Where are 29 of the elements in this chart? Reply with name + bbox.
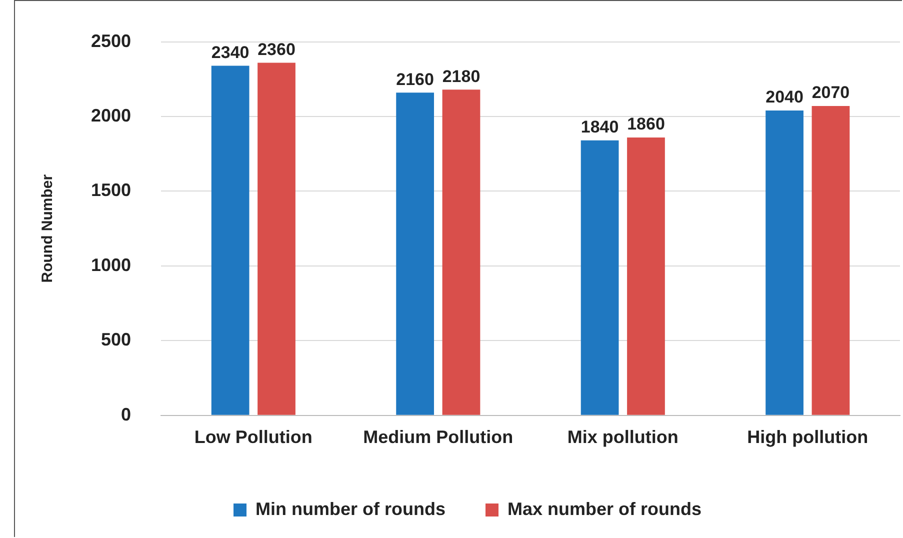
y-tick-label: 1500	[90, 180, 132, 200]
bar	[396, 92, 434, 415]
data-label: 2340	[211, 42, 250, 62]
bar	[766, 110, 804, 415]
bar	[627, 137, 665, 415]
bar	[258, 62, 296, 415]
bar	[442, 90, 480, 415]
y-tick-label: 2500	[90, 30, 132, 51]
y-axis-title: Round Number	[39, 174, 56, 283]
y-tick-label: 2000	[90, 105, 132, 126]
x-tick-label: Mix pollution	[567, 427, 678, 448]
y-tick-label: 1000	[90, 254, 132, 275]
data-label: 1840	[580, 118, 619, 137]
legend-label: Min number of rounds	[256, 498, 446, 519]
data-label: 2180	[442, 66, 480, 86]
data-label: 1860	[627, 114, 665, 134]
bar	[211, 66, 250, 415]
bar	[812, 106, 850, 415]
data-label: 2360	[258, 40, 296, 59]
x-tick-label: Low Pollution	[194, 427, 312, 448]
x-tick-label: Medium Pollution	[363, 427, 514, 448]
y-tick-label: 500	[100, 330, 132, 350]
data-label: 2070	[812, 83, 850, 102]
bar	[580, 140, 619, 415]
y-tick-label: 0	[121, 404, 132, 424]
data-label: 2160	[396, 70, 434, 89]
x-tick-label: High pollution	[747, 427, 868, 448]
legend-label: Max number of rounds	[507, 498, 702, 519]
data-label: 2040	[766, 88, 804, 107]
